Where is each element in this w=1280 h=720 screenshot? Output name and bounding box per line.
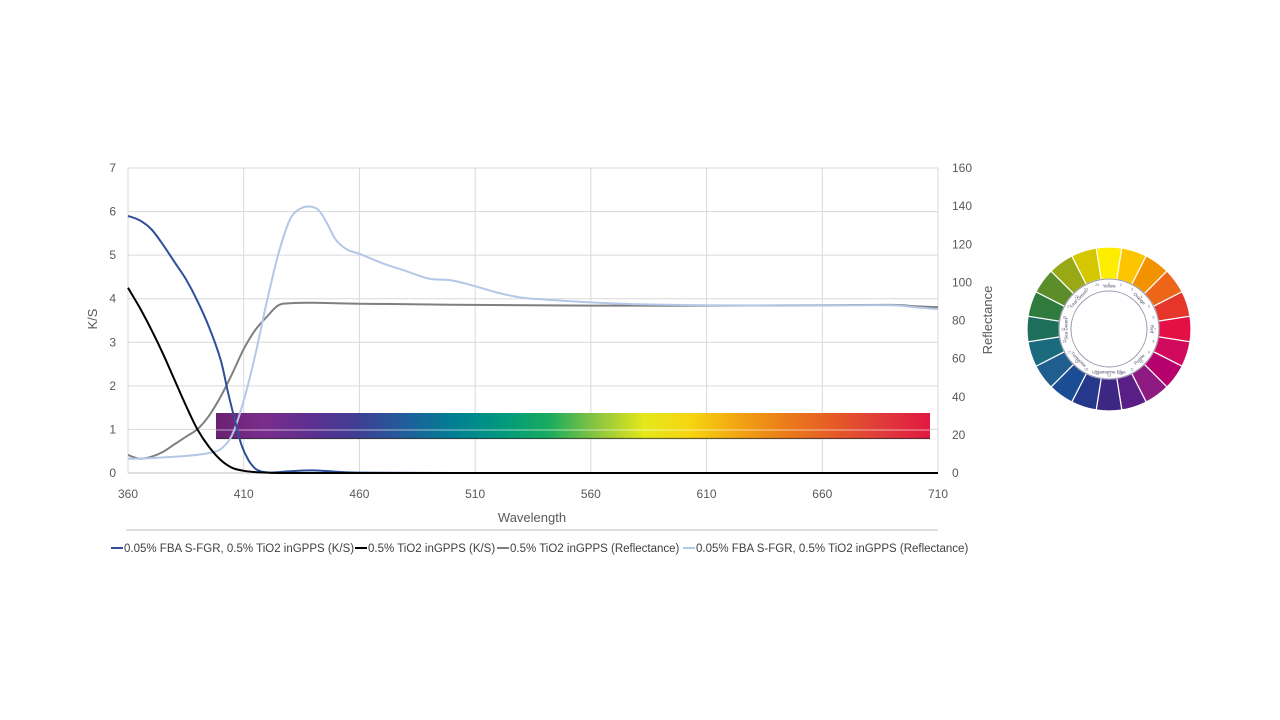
wheel-number: 20 <box>1063 316 1067 320</box>
y-left-tick-label: 2 <box>109 379 116 393</box>
y-right-tick-label: 40 <box>952 390 966 404</box>
wheel-number: 11 <box>1130 367 1134 371</box>
tick-labels: 0 1 2 3 4 5 6 7 0 20 40 60 80 100 120 140 160 360 410 460 51… <box>109 161 972 501</box>
legend-label: 0.5% TiO2 inGPPS (K/S) <box>368 543 495 555</box>
series-lines <box>127 205 939 475</box>
x-tick-label: 710 <box>928 487 948 501</box>
wheel-number: 3 <box>1131 288 1133 292</box>
legend: 0.05% FBA S-FGR, 0.5% TiO2 inGPPS (K/S) 0… <box>111 543 968 555</box>
y-left-tick-label: 1 <box>109 422 116 436</box>
y-right-tick-label: 100 <box>952 275 972 289</box>
y-left-axis-title: K/S <box>85 308 100 329</box>
wheel-number: 24 <box>1095 283 1099 287</box>
series-line <box>127 287 938 475</box>
x-tick-label: 610 <box>697 487 717 501</box>
wheel-label: Red <box>1150 325 1155 334</box>
wheel-number: 23 <box>1084 288 1088 292</box>
wheel-label: Ultramarine Blue <box>1092 370 1126 375</box>
plot-area: 0 1 2 3 4 5 6 7 0 20 40 60 80 100 120 140 160 360 410 460 51… <box>109 161 972 501</box>
wheel-number: 1 <box>1108 282 1110 286</box>
y-right-tick-label: 0 <box>952 466 959 480</box>
wheel-number: 18 <box>1063 339 1067 343</box>
y-left-tick-label: 5 <box>109 248 116 262</box>
y-right-tick-label: 140 <box>952 199 972 213</box>
y-right-tick-label: 120 <box>952 237 972 251</box>
wheel-number: 10 <box>1140 360 1144 364</box>
wheel-center <box>1070 290 1148 368</box>
x-tick-label: 360 <box>118 487 138 501</box>
y-left-tick-label: 4 <box>109 292 116 306</box>
y-left-tick-label: 6 <box>109 205 116 219</box>
wheel-number: 16 <box>1075 360 1079 364</box>
y-right-tick-label: 60 <box>952 352 966 366</box>
wheel-number: 6 <box>1152 316 1154 320</box>
spectrum-gradient <box>216 413 930 439</box>
wheel-number: 12 <box>1119 372 1123 376</box>
wheel-number: 8 <box>1152 339 1154 343</box>
wheel-number: 4 <box>1141 295 1143 299</box>
x-tick-label: 660 <box>812 487 832 501</box>
y-left-tick-label: 7 <box>109 161 116 175</box>
y-right-tick-label: 20 <box>952 428 966 442</box>
legend-label: 0.05% FBA S-FGR, 0.5% TiO2 inGPPS (K/S) <box>124 543 354 555</box>
y-left-tick-label: 0 <box>109 466 116 480</box>
series-line <box>127 205 939 460</box>
x-tick-label: 560 <box>581 487 601 501</box>
wheel-number: 17 <box>1067 351 1071 355</box>
wheel-number: 2 <box>1120 283 1122 287</box>
wheel-number: 13 <box>1107 374 1111 378</box>
x-tick-label: 510 <box>465 487 485 501</box>
legend-label: 0.5% TiO2 inGPPS (Reflectance) <box>510 543 680 555</box>
x-axis-title: Wavelength <box>498 510 566 525</box>
wheel-number: 5 <box>1148 305 1150 309</box>
y-right-tick-label: 80 <box>952 314 966 328</box>
wheel-number: 21 <box>1067 305 1071 309</box>
wheel-number: 9 <box>1148 351 1150 355</box>
wheel-number: 7 <box>1154 328 1156 332</box>
visible-spectrum-bar <box>216 413 930 440</box>
legend-label: 0.05% FBA S-FGR, 0.5% TiO2 inGPPS (Refle… <box>696 543 968 555</box>
wheel-number: 14 <box>1095 372 1099 376</box>
wheel-label: Sea Green <box>1064 318 1069 340</box>
x-tick-label: 460 <box>349 487 369 501</box>
wheel-number: 15 <box>1084 367 1088 371</box>
y-left-tick-label: 3 <box>109 335 116 349</box>
y-right-tick-label: 160 <box>952 161 972 175</box>
x-tick-label: 410 <box>234 487 254 501</box>
wheel-number: 22 <box>1075 295 1079 299</box>
wheel-number: 19 <box>1061 328 1065 332</box>
wheel-label: Yellow <box>1103 284 1117 289</box>
y-right-axis-title: Reflectance <box>980 286 995 355</box>
